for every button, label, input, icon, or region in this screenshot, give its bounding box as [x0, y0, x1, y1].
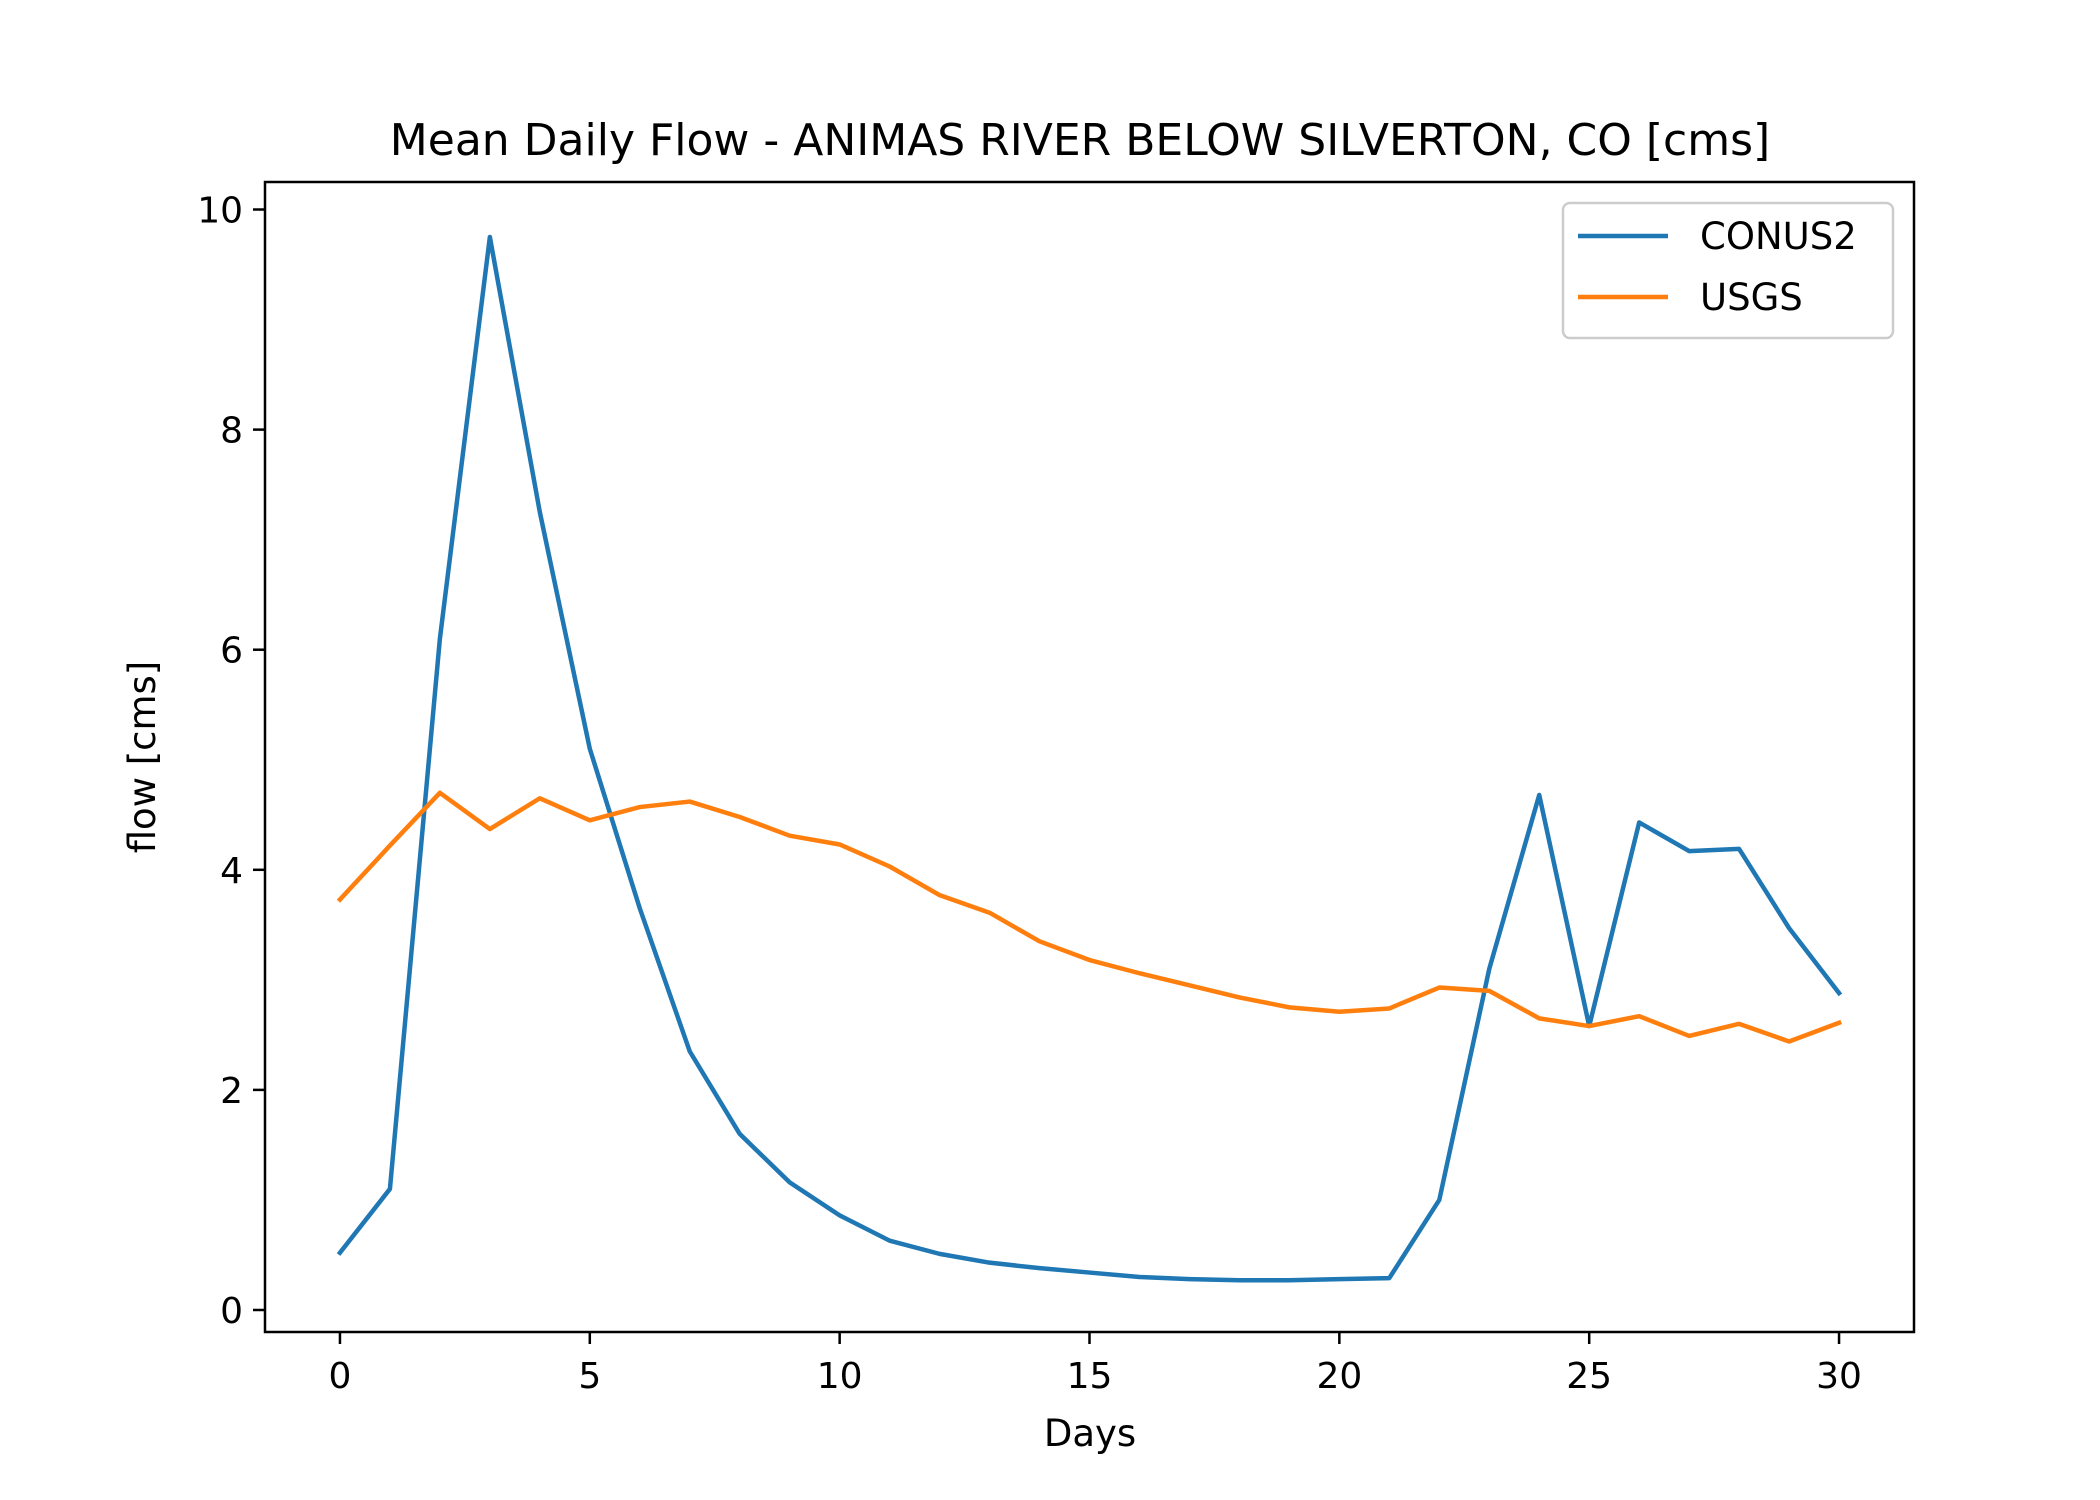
x-tick-label: 5: [578, 1356, 601, 1397]
x-tick-label: 20: [1316, 1356, 1362, 1397]
x-tick-label: 10: [817, 1356, 863, 1397]
y-axis-ticks: 0 2 4 6 8 10: [197, 191, 265, 1332]
y-tick-label: 4: [220, 851, 243, 892]
legend: CONUS2 USGS: [1561, 201, 1895, 340]
x-tick-label: 25: [1566, 1356, 1612, 1397]
x-tick-label: 15: [1067, 1356, 1113, 1397]
legend-label-conus2: CONUS2: [1700, 215, 1857, 258]
x-tick-label: 30: [1816, 1356, 1862, 1397]
legend-label-usgs: USGS: [1700, 276, 1803, 319]
x-tick-label: 0: [329, 1356, 352, 1397]
y-axis-label: flow [cms]: [121, 661, 164, 854]
y-tick-label: 8: [220, 411, 243, 452]
y-tick-label: 6: [220, 631, 243, 672]
x-axis-label: Days: [1044, 1412, 1136, 1455]
x-axis-ticks: 0 5 10 15 20 25 30: [329, 1332, 1862, 1397]
y-tick-label: 10: [197, 191, 243, 232]
y-tick-label: 2: [220, 1071, 243, 1112]
series-line-usgs: [336, 790, 1842, 1044]
y-tick-label: 0: [220, 1291, 243, 1332]
series-layer: [336, 234, 1843, 1283]
chart-title: Mean Daily Flow - ANIMAS RIVER BELOW SIL…: [390, 115, 1770, 166]
